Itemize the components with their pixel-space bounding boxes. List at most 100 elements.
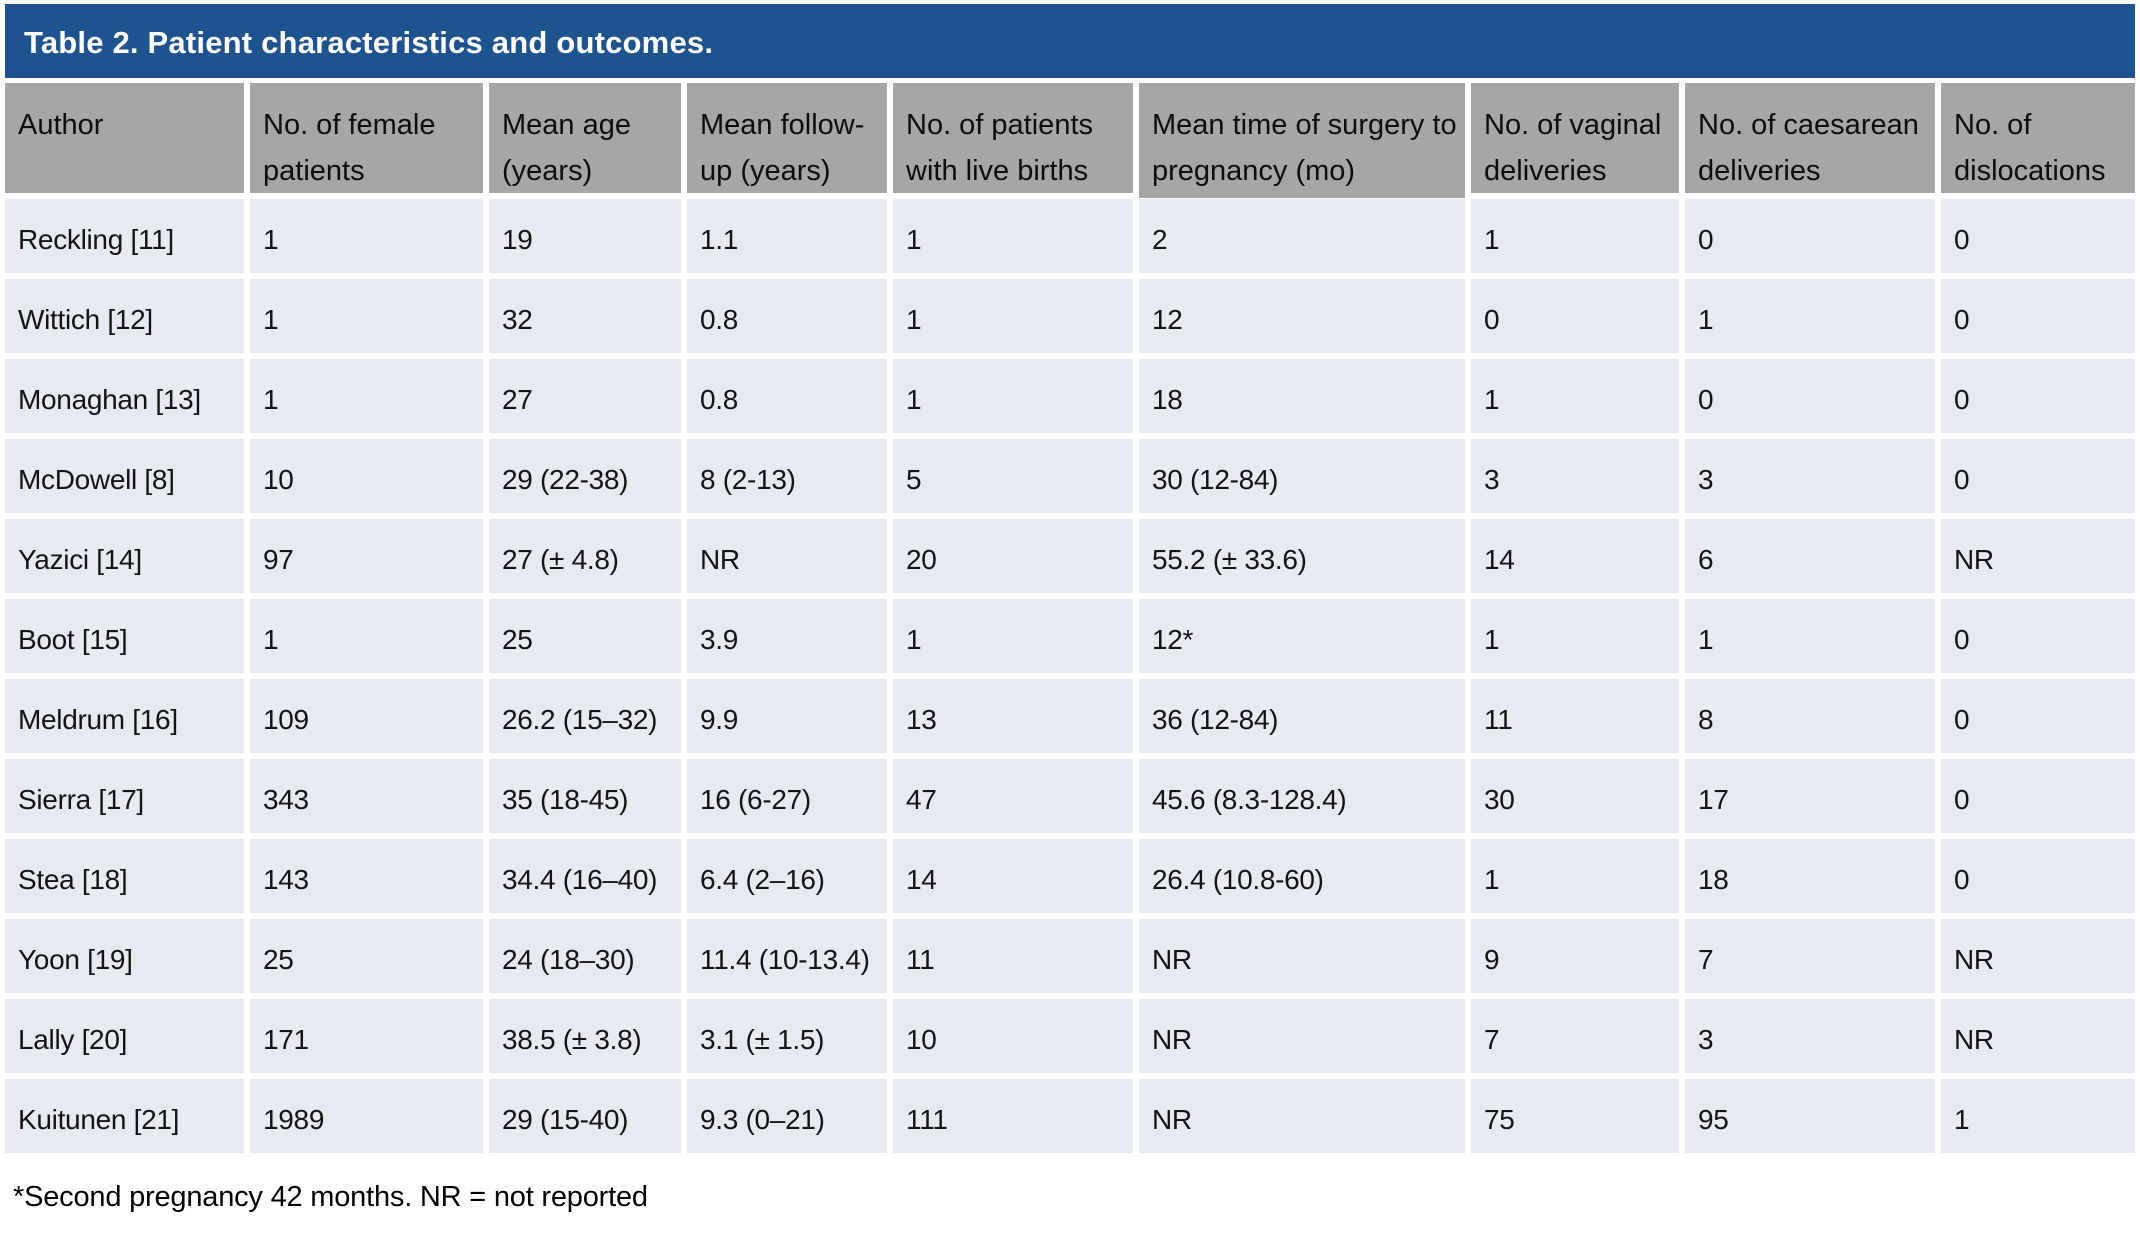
- table-footnote: *Second pregnancy 42 months. NR = not re…: [13, 1181, 648, 1213]
- table-cell: 7: [1471, 999, 1679, 1073]
- table-cell: 95: [1685, 1079, 1935, 1153]
- table-cell: 18: [1685, 839, 1935, 913]
- table-cell: 1: [1471, 839, 1679, 913]
- table-cell: 0: [1471, 279, 1679, 353]
- table-cell: 29 (22-38): [489, 439, 681, 513]
- table-grid: Author No. of female patients Mean age (ye…: [5, 83, 2135, 1153]
- table-cell: 27: [489, 359, 681, 433]
- table-cell: 1: [1685, 279, 1935, 353]
- table-cell: 3: [1685, 439, 1935, 513]
- table-cell: 171: [250, 999, 483, 1073]
- table-cell: 1: [250, 279, 483, 353]
- table-cell: 1: [893, 199, 1133, 273]
- table-cell: 0: [1941, 279, 2135, 353]
- table-cell: 0: [1941, 839, 2135, 913]
- row-author-cell: McDowell [8]: [5, 439, 244, 513]
- table-cell: 25: [250, 919, 483, 993]
- table-cell: 1: [1941, 1079, 2135, 1153]
- table-cell: 16 (6-27): [687, 759, 887, 833]
- table-cell: 38.5 (± 3.8): [489, 999, 681, 1073]
- table-cell: 11: [1471, 679, 1679, 753]
- table-cell: 10: [893, 999, 1133, 1073]
- table-cell: 26.4 (10.8-60): [1139, 839, 1465, 913]
- table-cell: 8: [1685, 679, 1935, 753]
- table-cell: NR: [1139, 1079, 1465, 1153]
- table-cell: 109: [250, 679, 483, 753]
- table-cell: 1: [250, 359, 483, 433]
- table-cell: 14: [1471, 519, 1679, 593]
- table-title: Table 2. Patient characteristics and out…: [24, 25, 714, 60]
- row-author-cell: Yoon [19]: [5, 919, 244, 993]
- table-cell: 26.2 (15–32): [489, 679, 681, 753]
- table-cell: 12*: [1139, 599, 1465, 673]
- table-cell: 1: [893, 599, 1133, 673]
- table-cell: 27 (± 4.8): [489, 519, 681, 593]
- table-cell: NR: [1941, 999, 2135, 1073]
- table-cell: 47: [893, 759, 1133, 833]
- table-cell: 10: [250, 439, 483, 513]
- column-header: Mean age (years): [489, 83, 681, 193]
- table-cell: 7: [1685, 919, 1935, 993]
- table-cell: 12: [1139, 279, 1465, 353]
- row-author-cell: Meldrum [16]: [5, 679, 244, 753]
- table-cell: 35 (18-45): [489, 759, 681, 833]
- table-cell: 14: [893, 839, 1133, 913]
- table-cell: 19: [489, 199, 681, 273]
- table-cell: 1: [250, 199, 483, 273]
- table-cell: 1: [250, 599, 483, 673]
- row-author-cell: Lally [20]: [5, 999, 244, 1073]
- table-cell: 3.9: [687, 599, 887, 673]
- column-header: Author: [5, 83, 244, 193]
- table-cell: 111: [893, 1079, 1133, 1153]
- table-cell: 6: [1685, 519, 1935, 593]
- table-cell: 11: [893, 919, 1133, 993]
- table-cell: 1: [893, 359, 1133, 433]
- table-cell: 18: [1139, 359, 1465, 433]
- table-title-bar: Table 2. Patient characteristics and out…: [5, 4, 2135, 78]
- table-cell: NR: [1941, 519, 2135, 593]
- table-cell: 1.1: [687, 199, 887, 273]
- table-cell: 1: [1471, 599, 1679, 673]
- table-cell: 3: [1471, 439, 1679, 513]
- table-cell: 0.8: [687, 359, 887, 433]
- table-cell: 55.2 (± 33.6): [1139, 519, 1465, 593]
- table-cell: 0: [1941, 599, 2135, 673]
- row-author-cell: Boot [15]: [5, 599, 244, 673]
- table-cell: 0: [1941, 759, 2135, 833]
- table-cell: 8 (2-13): [687, 439, 887, 513]
- table-cell: 5: [893, 439, 1133, 513]
- table-cell: 0.8: [687, 279, 887, 353]
- column-header: No. of caesarean deliveries: [1685, 83, 1935, 193]
- table-cell: 75: [1471, 1079, 1679, 1153]
- table-cell: 3: [1685, 999, 1935, 1073]
- table-cell: NR: [1139, 919, 1465, 993]
- table-cell: 29 (15-40): [489, 1079, 681, 1153]
- table-cell: NR: [687, 519, 887, 593]
- table-cell: 45.6 (8.3-128.4): [1139, 759, 1465, 833]
- column-header: No. of dislocations: [1941, 83, 2135, 193]
- table-cell: 0: [1941, 679, 2135, 753]
- table-cell: 25: [489, 599, 681, 673]
- row-author-cell: Stea [18]: [5, 839, 244, 913]
- table-cell: 0: [1941, 199, 2135, 273]
- table-cell: 1: [893, 279, 1133, 353]
- column-header: No. of female patients: [250, 83, 483, 193]
- column-header: Mean follow-up (years): [687, 83, 887, 193]
- table-cell: 1: [1685, 599, 1935, 673]
- table-cell: 36 (12-84): [1139, 679, 1465, 753]
- column-header: No. of patients with live births: [893, 83, 1133, 193]
- table-cell: 11.4 (10-13.4): [687, 919, 887, 993]
- table-cell: 9.3 (0–21): [687, 1079, 887, 1153]
- row-author-cell: Monaghan [13]: [5, 359, 244, 433]
- table-cell: 0: [1941, 359, 2135, 433]
- row-author-cell: Yazici [14]: [5, 519, 244, 593]
- column-header: Mean time of surgery to pregnancy (mo): [1139, 83, 1465, 198]
- row-author-cell: Reckling [11]: [5, 199, 244, 273]
- table-cell: 2: [1139, 199, 1465, 273]
- table-cell: 0: [1685, 359, 1935, 433]
- table-cell: 3.1 (± 1.5): [687, 999, 887, 1073]
- table-cell: 0: [1685, 199, 1935, 273]
- table-cell: 0: [1941, 439, 2135, 513]
- table-cell: 30 (12-84): [1139, 439, 1465, 513]
